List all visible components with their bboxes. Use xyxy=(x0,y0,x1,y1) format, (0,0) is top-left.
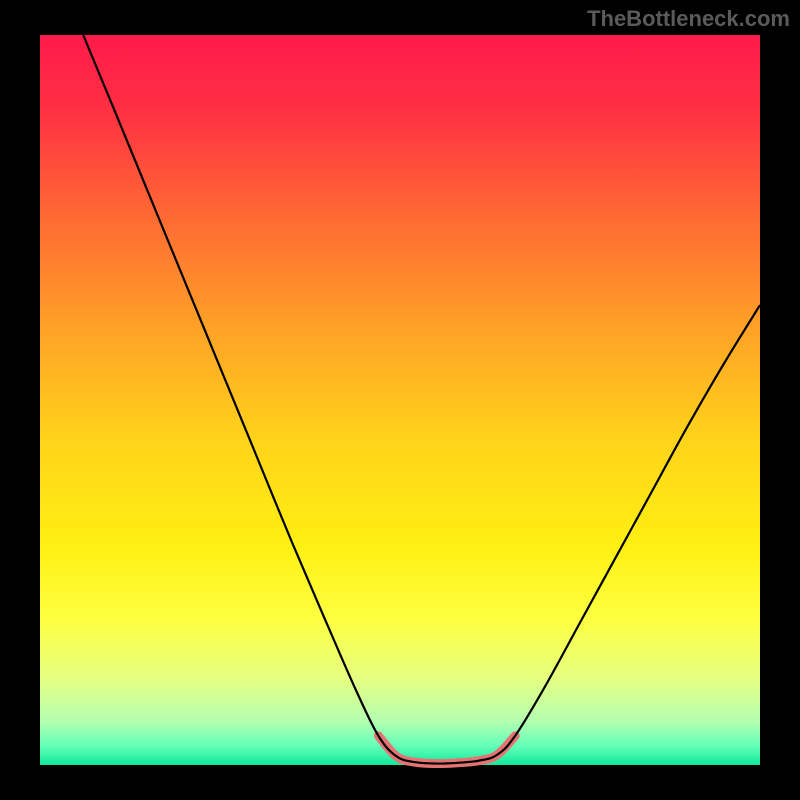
watermark-label: TheBottleneck.com xyxy=(587,6,790,32)
bottleneck-chart: TheBottleneck.com xyxy=(0,0,800,800)
plot-background xyxy=(40,35,760,765)
chart-svg xyxy=(0,0,800,800)
